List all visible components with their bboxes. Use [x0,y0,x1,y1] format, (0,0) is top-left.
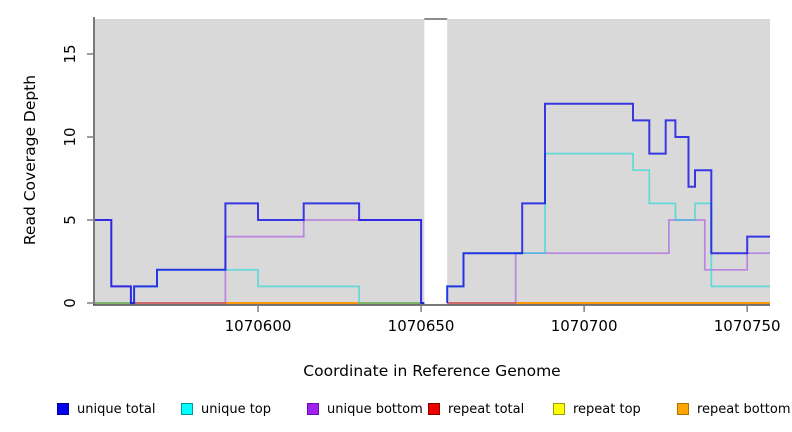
legend-item-unique-top: unique top [181,400,271,418]
coverage-gap-top-edge [424,18,448,20]
repeat-total-swatch-icon [428,403,440,415]
coverage-gap [424,17,448,305]
legend-item-unique-total: unique total [57,400,155,418]
legend-item-repeat-total: repeat total [428,400,524,418]
series-unique-total-line [446,102,770,303]
legend-label: repeat top [573,401,641,417]
y-tick-label: 15 [61,44,79,63]
legend-label: repeat total [448,401,525,417]
y-tick-label: 10 [61,127,79,146]
legend-label: unique total [77,401,156,417]
x-tick-label: 1070600 [225,317,292,335]
repeat-bottom-swatch-icon [677,403,689,415]
legend-item-unique-bottom: unique bottom [307,400,423,418]
coverage-plot: 0 5 10 15 1070600 1070650 1070700 1070750 Read … [21,17,781,380]
unique-total-swatch-icon [57,403,69,415]
legend: unique total unique top unique bottom repea… [0,396,792,426]
legend-item-repeat-bottom: repeat bottom [677,400,791,418]
y-tick-label: 5 [61,215,79,225]
y-tick-label: 0 [61,298,79,308]
unique-top-swatch-icon [181,403,193,415]
x-axis-title: Coordinate in Reference Genome [303,362,560,380]
series-unique-total-line [95,202,425,304]
legend-label: unique top [201,401,272,417]
y-axis-title: Read Coverage Depth [21,75,39,245]
x-tick-label: 1070650 [388,317,455,335]
x-tick-label: 1070700 [551,317,618,335]
repeat-top-swatch-icon [553,403,565,415]
legend-label: repeat bottom [697,401,791,417]
x-tick-label: 1070750 [714,317,781,335]
unique-bottom-swatch-icon [307,403,319,415]
legend-item-repeat-top: repeat top [553,400,641,418]
legend-label: unique bottom [327,401,423,417]
